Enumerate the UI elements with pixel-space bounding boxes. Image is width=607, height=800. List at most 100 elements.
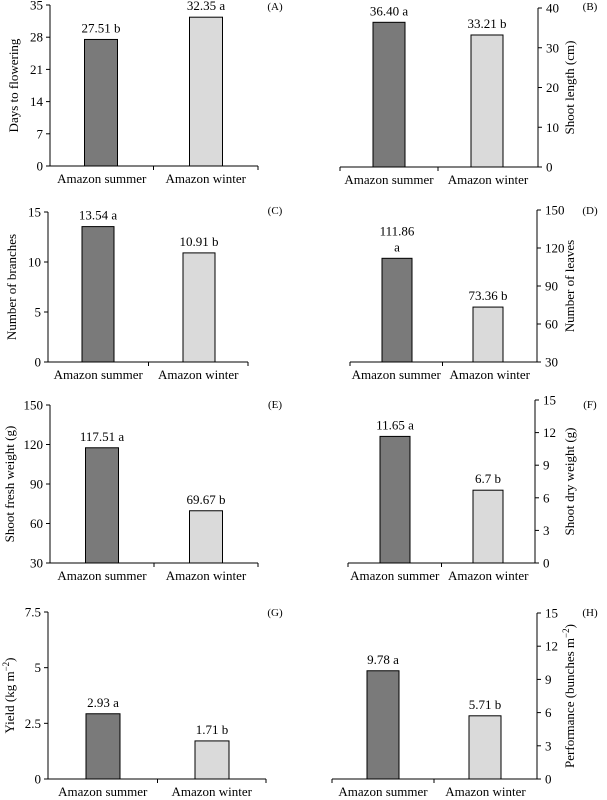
- y-tick-label: 21: [30, 62, 43, 77]
- y-tick-label: 120: [24, 437, 44, 452]
- x-tick-label: Amazon winter: [165, 171, 246, 186]
- y-tick-label: 150: [545, 203, 565, 218]
- x-tick-label: Amazon summer: [57, 568, 147, 583]
- bar-amazon-winter: [472, 306, 504, 363]
- bar-amazon-summer: [372, 21, 406, 168]
- bar-amazon-summer: [85, 447, 119, 564]
- x-tick-label: Amazon winter: [166, 568, 247, 583]
- x-tick-label: Amazon winter: [448, 172, 529, 187]
- y-tick-label: 15: [545, 606, 558, 621]
- y-tick-label: 9: [543, 458, 550, 473]
- chart-panel-g: 0 2.5 5 7.5 2.93 a Amazon summer 1.71 b Amazon …: [1, 605, 283, 800]
- data-label: 36.40 a: [370, 3, 409, 18]
- y-tick-label: 35: [30, 0, 43, 13]
- y-axis-title-superscript: −2: [1, 662, 11, 672]
- y-tick-label: 0: [546, 160, 553, 175]
- y-axis-title: Number of branches: [4, 234, 19, 340]
- x-tick-label: Amazon winter: [448, 568, 529, 583]
- y-tick-label: 30: [30, 556, 43, 571]
- data-label: 117.51 a: [80, 429, 125, 444]
- panel-label: (C): [268, 205, 283, 217]
- bar-amazon-summer: [366, 670, 400, 780]
- y-tick-label: 3: [543, 523, 550, 538]
- bar-amazon-winter: [189, 16, 223, 167]
- y-tick-label: 60: [545, 317, 558, 332]
- panel-label: (A): [267, 1, 283, 13]
- x-tick-label: Amazon summer: [338, 784, 428, 799]
- chart-panel-a: 0 7 14 21 28 35 27.51 b Amazon summer 32.35 a Ama…: [6, 0, 283, 186]
- y-tick-label: 20: [546, 80, 559, 95]
- bar-amazon-summer: [81, 226, 115, 363]
- y-tick-label: 40: [546, 1, 559, 16]
- x-tick-label: Amazon winter: [449, 367, 530, 382]
- y-tick-label: 28: [30, 30, 43, 45]
- data-label: 6.7 b: [475, 471, 501, 486]
- x-tick-label: Amazon summer: [58, 784, 148, 799]
- x-tick-label: Amazon summer: [350, 568, 440, 583]
- x-tick-label: Amazon winter: [158, 367, 239, 382]
- panel-label: (G): [267, 607, 283, 619]
- data-label: 2.93 a: [87, 695, 119, 710]
- x-tick-label: Amazon summer: [344, 172, 434, 187]
- y-axis-title-text: Yield (kg m: [2, 671, 17, 733]
- y-tick-label: 5: [35, 660, 42, 675]
- y-tick-label: 0: [37, 159, 44, 174]
- data-label: 1.71 b: [196, 722, 229, 737]
- data-label: 27.51 b: [82, 20, 121, 35]
- data-label: 11.65 a: [376, 417, 414, 432]
- y-tick-label: 10: [28, 255, 41, 270]
- data-label: 13.54 a: [79, 208, 118, 223]
- panel-label: (F): [583, 399, 597, 411]
- y-tick-label: 30: [545, 355, 558, 370]
- chart-panel-h: 0 3 6 9 12 15 9.78 a Amazon summer 5.71 b Amazon …: [331, 606, 598, 799]
- bar-amazon-summer: [379, 435, 411, 564]
- chart-panel-d: 30 60 90 120 150 111.86a Amazon summer 73.36 b A…: [349, 203, 598, 382]
- x-tick-label: Amazon summer: [54, 367, 144, 382]
- x-tick-label: Amazon winter: [171, 784, 252, 799]
- y-tick-label: 15: [543, 393, 556, 408]
- chart-panel-c: 0 5 10 15 13.54 a Amazon summer 10.91 b Amazon …: [4, 205, 283, 383]
- y-axis-title: Yield (kg m−2): [1, 657, 17, 733]
- y-tick-label: 12: [545, 639, 558, 654]
- data-label: a: [394, 239, 400, 254]
- chart-panel-f: 0 3 6 9 12 15 11.65 a Amazon summer 6.7 b Amazon …: [347, 393, 597, 583]
- x-tick-label: Amazon summer: [57, 171, 147, 186]
- bar-amazon-winter: [189, 510, 223, 564]
- data-label: 111.86: [380, 223, 415, 238]
- y-axis-title: Shoot length (cm): [562, 41, 577, 135]
- bar-amazon-winter: [472, 489, 504, 564]
- y-axis-title-text: Number of branches: [4, 234, 19, 340]
- y-axis-title-end: ): [2, 657, 17, 661]
- data-label: 5.71 b: [469, 697, 502, 712]
- y-axis-title-text: Number of leaves: [562, 240, 577, 332]
- panel-label: (B): [583, 1, 598, 13]
- y-axis-title: Shoot dry weight (g): [562, 428, 577, 536]
- x-tick-label: Amazon summer: [352, 367, 442, 382]
- y-tick-label: 10: [546, 120, 559, 135]
- y-tick-label: 7: [37, 126, 44, 141]
- y-axis-title-text: Days to flowering: [6, 38, 21, 132]
- y-axis-title: Number of leaves: [562, 240, 577, 332]
- bar-amazon-summer: [85, 713, 121, 780]
- y-axis-title: Shoot fresh weight (g): [2, 426, 17, 543]
- panel-label: (D): [582, 205, 598, 217]
- y-tick-label: 0: [543, 556, 550, 571]
- y-tick-label: 5: [35, 305, 42, 320]
- y-tick-label: 7.5: [25, 605, 41, 620]
- data-label: 69.67 b: [187, 492, 226, 507]
- y-axis-title-text: Shoot dry weight (g): [562, 428, 577, 536]
- y-tick-label: 60: [30, 516, 43, 531]
- y-tick-label: 12: [543, 425, 556, 440]
- bar-amazon-winter: [194, 740, 230, 780]
- y-tick-label: 2.5: [25, 716, 41, 731]
- y-tick-label: 14: [30, 94, 44, 109]
- y-axis-title-text: Shoot length (cm): [562, 41, 577, 135]
- y-axis-title: Days to flowering: [6, 38, 21, 132]
- y-axis-title-text: Performance (bunches m: [562, 638, 577, 768]
- y-tick-label: 6: [545, 705, 552, 720]
- data-label: 33.21 b: [468, 16, 507, 31]
- bar-amazon-winter: [182, 252, 216, 363]
- data-label: 32.35 a: [187, 0, 226, 13]
- y-tick-label: 150: [24, 398, 44, 413]
